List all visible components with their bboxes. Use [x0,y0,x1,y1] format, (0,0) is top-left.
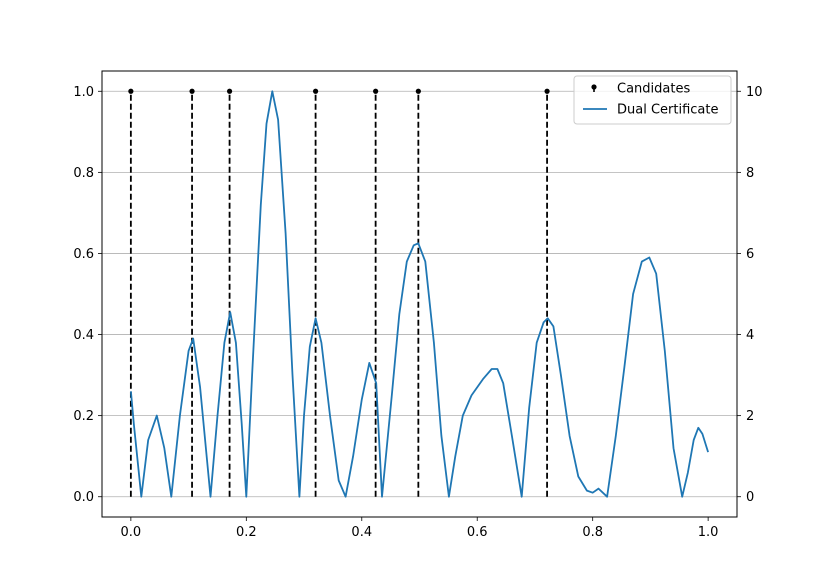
y-right-tick-label: 6 [746,247,754,262]
x-tick-label: 0.2 [236,525,257,540]
candidate-marker [373,88,379,94]
legend: Candidates Dual Certificate [573,75,732,125]
y-right-tick-label: 2 [746,409,754,424]
candidate-marker [312,88,319,94]
y-left-tick-label: 0.6 [73,247,94,262]
x-tick-label: 0.0 [121,525,142,540]
y-left-tick-label: 0.8 [73,166,94,181]
y-left-tick-label: 0.4 [73,328,94,343]
x-tick-label: 0.4 [351,525,372,540]
y-right-tick-label: 0 [746,490,754,505]
x-axis-ticks: 0.0 0.2 0.4 0.6 0.8 1.0 [121,517,719,540]
y-left-tick-label: 0.2 [73,409,94,424]
legend-label: Dual Certificate [617,103,719,118]
candidate-marker [128,88,134,94]
y-right-tick-label: 4 [746,328,754,343]
y-right-tick-label: 8 [746,166,754,181]
y-right-tick-label: 10 [746,85,763,100]
y-axis-right-ticks: 0 2 4 6 8 10 [737,85,763,505]
candidate-marker [189,88,195,94]
dual-certificate-path [130,90,709,498]
x-tick-label: 1.0 [698,525,719,540]
axes-frame [101,70,738,518]
candidate-marker [226,88,233,94]
y-axis-left-ticks: 0.0 0.2 0.4 0.6 0.8 1.0 [73,85,102,505]
candidates-stems [128,88,550,497]
candidate-marker [415,88,421,94]
x-tick-label: 0.8 [582,525,603,540]
x-tick-label: 0.6 [467,525,488,540]
y-left-tick-label: 1.0 [73,85,94,100]
dual-certificate-line [130,90,709,498]
y-left-tick-label: 0.0 [73,490,94,505]
legend-box [573,75,732,125]
legend-label: Candidates [617,82,690,97]
legend-candidates-marker [591,84,597,90]
candidate-marker [544,88,550,94]
